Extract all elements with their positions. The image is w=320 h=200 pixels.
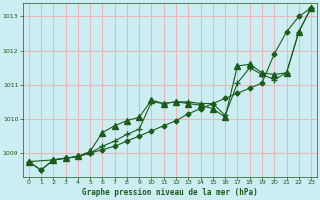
X-axis label: Graphe pression niveau de la mer (hPa): Graphe pression niveau de la mer (hPa) [82, 188, 258, 197]
